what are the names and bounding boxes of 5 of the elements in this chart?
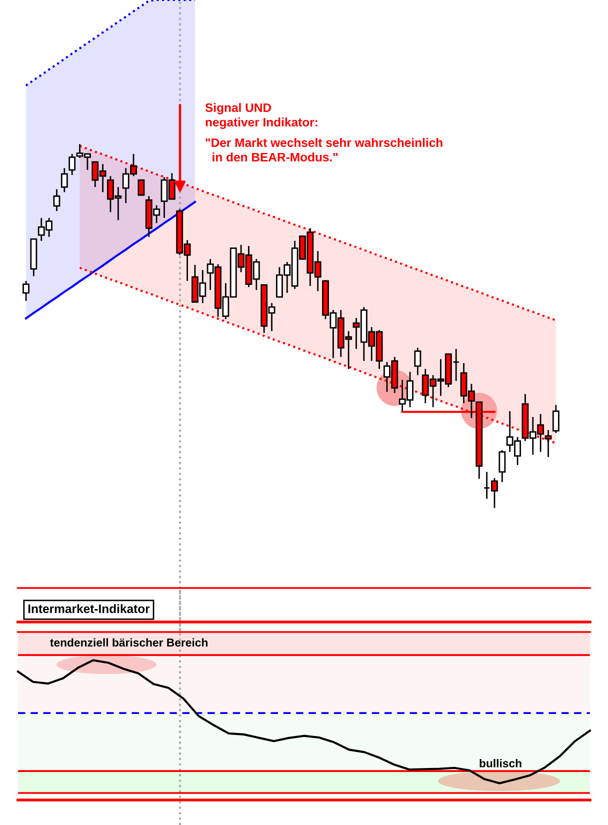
chart-title: Intermarket-Indikator: [28, 604, 150, 614]
annotation: "Der Markt wechselt sehr wahrscheinlich in den BEAR-Modus.": [206, 138, 442, 162]
band-label: tendenziell bärischer Bereich: [50, 638, 208, 647]
text: Signal UND negativer Indikator:: [205, 103, 318, 129]
annotation: bullisch: [480, 759, 522, 768]
